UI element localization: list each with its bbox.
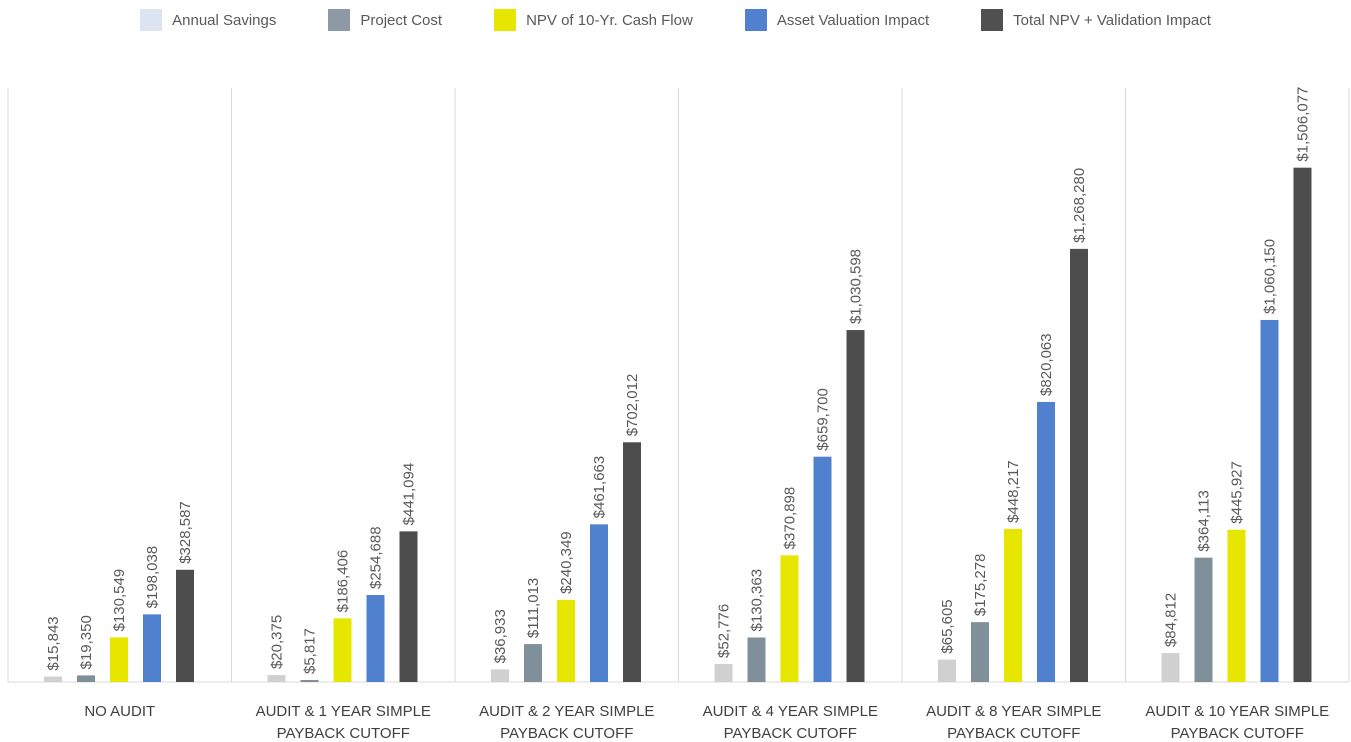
category-label: AUDIT & 1 YEAR SIMPLE: [256, 703, 431, 720]
data-label: $441,094: [401, 463, 418, 526]
bar: [846, 330, 865, 682]
data-label: $1,030,598: [848, 249, 865, 324]
category-label: PAYBACK CUTOFF: [277, 725, 410, 742]
legend-label: Annual Savings: [172, 11, 277, 29]
legend-item: NPV of 10-Yr. Cash Flow: [494, 9, 693, 31]
category-label: PAYBACK CUTOFF: [500, 725, 633, 742]
bar: [333, 618, 352, 682]
data-label: $15,843: [45, 616, 62, 670]
data-label: $5,817: [302, 628, 319, 674]
bar: [300, 680, 319, 682]
bar: [1227, 529, 1246, 682]
bar: [1070, 248, 1088, 682]
bar: [524, 644, 542, 682]
legend-item: Project Cost: [328, 9, 442, 31]
category-label: PAYBACK CUTOFF: [947, 725, 1080, 742]
bar: [813, 456, 832, 682]
category-label: PAYBACK CUTOFF: [724, 725, 857, 742]
legend-label: NPV of 10-Yr. Cash Flow: [526, 11, 693, 29]
data-label: $36,933: [492, 609, 509, 663]
bar: [590, 524, 608, 682]
bar: [780, 555, 799, 682]
category-label: AUDIT & 8 YEAR SIMPLE: [926, 703, 1101, 720]
category-label: AUDIT & 4 YEAR SIMPLE: [703, 703, 878, 720]
legend-label: Total NPV + Validation Impact: [1013, 11, 1211, 29]
data-label: $130,549: [111, 569, 128, 632]
bar: [176, 569, 194, 682]
bar: [1260, 319, 1279, 682]
legend-swatch: [744, 9, 767, 31]
bar: [623, 442, 641, 682]
data-label: $328,587: [177, 501, 194, 564]
legend-label: Asset Valuation Impact: [776, 11, 930, 29]
data-label: $84,812: [1163, 593, 1180, 647]
bar: [143, 614, 161, 682]
bar: [366, 595, 385, 682]
bar: [399, 531, 418, 682]
data-label: $130,363: [749, 569, 766, 632]
data-label: $659,700: [815, 388, 832, 451]
legend: Annual Savings Project Cost NPV of 10-Yr. …: [0, 8, 1351, 32]
data-label: $186,406: [335, 550, 352, 613]
data-label: $1,060,150: [1262, 239, 1279, 314]
bar: [938, 659, 956, 682]
legend-label: Project Cost: [360, 11, 443, 29]
data-label: $198,038: [144, 546, 161, 609]
bar: [747, 637, 766, 682]
bar: [1004, 528, 1022, 682]
category-label: PAYBACK CUTOFF: [1171, 725, 1304, 742]
legend-swatch: [981, 9, 1004, 31]
bar: [971, 622, 989, 682]
data-label: $52,776: [716, 604, 733, 658]
bar: [1037, 401, 1055, 682]
category-label: AUDIT & 10 YEAR SIMPLE: [1145, 703, 1329, 720]
data-label: $461,663: [591, 456, 608, 519]
legend-item: Annual Savings: [140, 9, 276, 31]
data-label: $19,350: [78, 615, 95, 669]
data-label: $448,217: [1005, 460, 1022, 523]
data-label: $254,688: [368, 526, 385, 589]
legend-swatch: [140, 9, 163, 31]
bar: [110, 637, 128, 682]
data-label: $370,898: [782, 487, 799, 550]
bar: [44, 676, 62, 682]
category-label: AUDIT & 2 YEAR SIMPLE: [479, 703, 654, 720]
bar: [77, 675, 95, 682]
data-label: $65,605: [939, 599, 956, 653]
data-label: $111,013: [525, 578, 542, 638]
data-label: $364,113: [1196, 490, 1213, 551]
bar: [491, 669, 509, 682]
data-label: $702,012: [624, 374, 641, 437]
bar: [1161, 653, 1180, 682]
data-label: $20,375: [269, 615, 286, 669]
bar: [1293, 167, 1312, 683]
data-label: $445,927: [1229, 461, 1246, 524]
legend-item: Total NPV + Validation Impact: [981, 9, 1211, 31]
category-label: NO AUDIT: [84, 703, 155, 720]
bar: [267, 675, 286, 682]
data-label: $1,268,280: [1071, 168, 1088, 243]
data-label: $175,278: [972, 554, 989, 617]
data-label: $820,063: [1038, 333, 1055, 396]
bar: [557, 599, 575, 682]
legend-swatch: [494, 9, 517, 31]
bar: [1194, 557, 1213, 682]
legend-item: Asset Valuation Impact: [744, 9, 930, 31]
bar: [714, 663, 733, 682]
data-label: $240,349: [558, 531, 575, 594]
data-label: $1,506,077: [1295, 87, 1312, 162]
legend-swatch: [328, 9, 351, 31]
